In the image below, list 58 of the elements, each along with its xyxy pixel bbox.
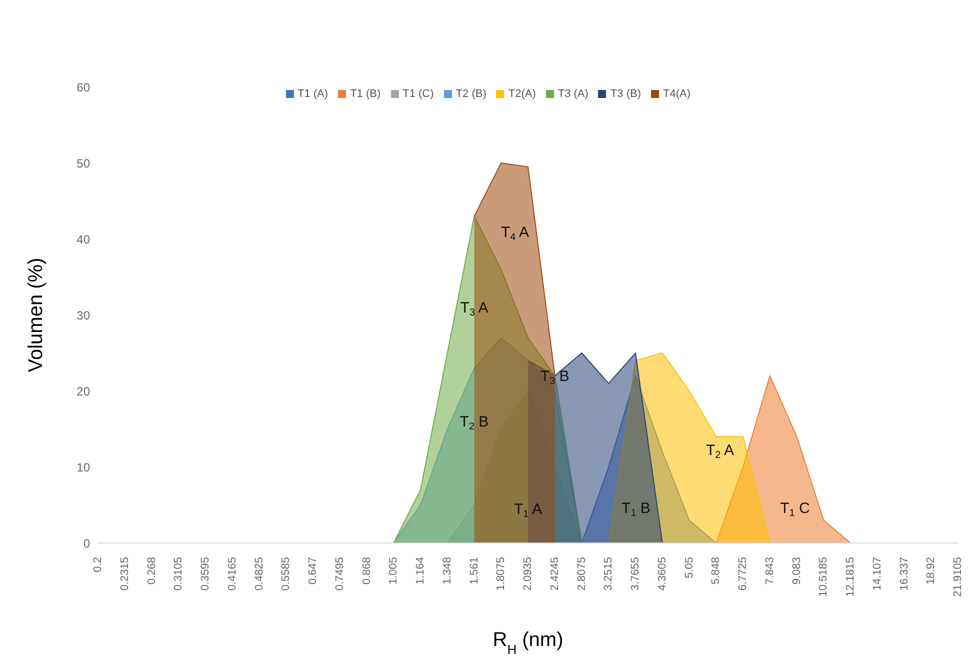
x-tick-label: 5.848 [710,557,722,585]
y-tick-label: 30 [76,308,90,322]
legend-label: T1 (C) [402,88,434,100]
x-tick-label: 6.7725 [737,557,749,591]
x-tick-label: 0.3595 [200,557,212,591]
annotation: T$_{1}$ C [780,500,810,519]
y-tick-label: 40 [76,232,90,246]
x-tick-label: 1.348 [441,557,454,585]
y-tick-label: 50 [76,156,90,170]
annotation: T$_{1}$ A [514,500,542,520]
y-tick-label: 10 [76,460,90,474]
x-tick-label: 5.05 [683,557,696,578]
x-tick-label: 0.3105 [172,557,185,591]
x-tick-label: 1.8075 [495,557,508,591]
x-tick-label: 3.2515 [602,557,615,591]
x-tick-label: 2.8075 [576,557,588,591]
x-tick-label: 0.2315 [118,557,131,591]
annotation: T$_{1}$ B [622,500,650,519]
y-axis-title: Volumen (%) [25,258,47,372]
legend-label: T3 (A) [558,88,588,100]
x-tick-label: 1.164 [414,557,426,585]
legend-label: T1 (A) [298,88,328,100]
y-tick-label: 20 [76,384,90,398]
x-tick-label: 2.4245 [548,557,561,591]
legend-label: T1 (B) [350,88,381,100]
annotation: T$_{2}$ B [460,412,489,432]
x-tick-label: 16.337 [898,557,910,591]
x-tick-label: 12.1815 [844,557,856,597]
legend-label: T4(A) [662,88,690,100]
x-tick-label: 2.0935 [522,557,534,591]
x-tick-label: 1.005 [388,557,400,585]
x-axis-title: R$_{H}$ (nm) [492,629,564,656]
x-tick-label: 1.561 [468,557,480,585]
x-tick-label: 0.4165 [226,557,238,591]
legend-label: T2 (B) [456,88,486,100]
x-tick-label: 7.843 [764,557,776,585]
x-tick-label: 0.7495 [334,557,346,591]
x-tick-label: 14.107 [871,557,884,591]
annotation: T$_{4}$ A [500,224,530,243]
annotation: T$_{3}$ B [540,367,570,387]
x-tick-label: 0.4825 [253,557,266,591]
x-tick-label: 21.9105 [952,557,964,597]
x-tick-label: 18.92 [925,557,938,585]
x-tick-label: 0.5585 [280,557,292,591]
x-tick-label: 9.083 [790,557,803,585]
annotation: T$_{2}$ A [706,442,734,461]
y-tick-label: 0 [83,536,90,550]
y-tick-label: 60 [76,80,90,94]
x-tick-label: 0.647 [307,557,319,585]
legend-label: T2(A) [508,88,536,100]
x-tick-label: 0.2 [92,557,104,572]
x-tick-label: 4.3605 [656,557,668,591]
x-tick-label: 3.7655 [630,557,642,591]
x-tick-label: 0.268 [146,557,158,585]
annotation: T$_{3}$ A [460,298,488,318]
x-tick-label: 0.868 [360,557,373,585]
x-tick-label: 10.5185 [818,557,830,597]
legend-label: T3 (B) [610,88,641,100]
